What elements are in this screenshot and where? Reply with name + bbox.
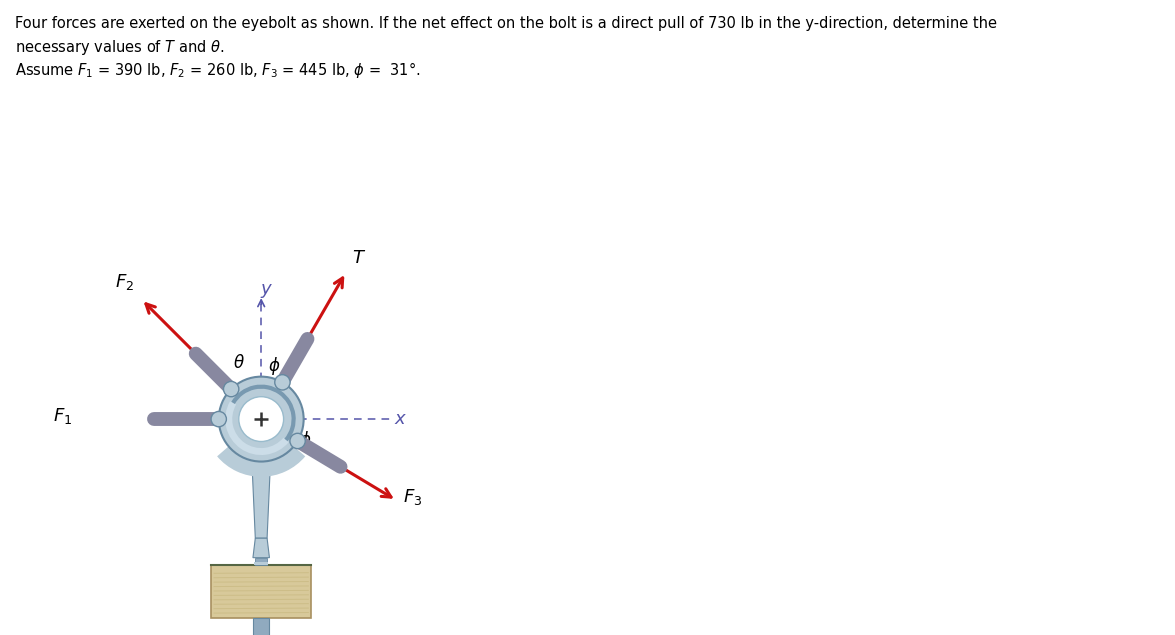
Circle shape	[275, 375, 290, 390]
Text: x: x	[395, 410, 405, 428]
Text: necessary values of $T$ and $\theta$.: necessary values of $T$ and $\theta$.	[15, 38, 224, 57]
Circle shape	[239, 397, 283, 441]
Text: $\phi$: $\phi$	[268, 355, 281, 377]
Text: $T$: $T$	[351, 249, 365, 267]
Text: $F_3$: $F_3$	[403, 488, 423, 507]
Text: $F_2$: $F_2$	[115, 272, 134, 292]
Circle shape	[219, 377, 303, 462]
Text: Assume $F_1$ = 390 lb, $F_2$ = 260 lb, $F_3$ = 445 lb, $\phi$ =  31°.: Assume $F_1$ = 390 lb, $F_2$ = 260 lb, $…	[15, 60, 421, 80]
Text: $F_1$: $F_1$	[53, 406, 73, 426]
Circle shape	[290, 433, 306, 449]
Text: y: y	[261, 281, 271, 298]
Circle shape	[223, 382, 239, 397]
Text: Four forces are exerted on the eyebolt as shown. If the net effect on the bolt i: Four forces are exerted on the eyebolt a…	[15, 16, 998, 31]
Polygon shape	[253, 538, 269, 558]
Bar	[255, 558, 267, 565]
Text: $\phi$: $\phi$	[300, 429, 311, 451]
Bar	[254, 562, 268, 565]
Polygon shape	[251, 458, 270, 538]
Bar	[253, 618, 269, 635]
Bar	[212, 565, 311, 618]
Circle shape	[212, 411, 227, 427]
Text: $\theta$: $\theta$	[233, 354, 244, 372]
